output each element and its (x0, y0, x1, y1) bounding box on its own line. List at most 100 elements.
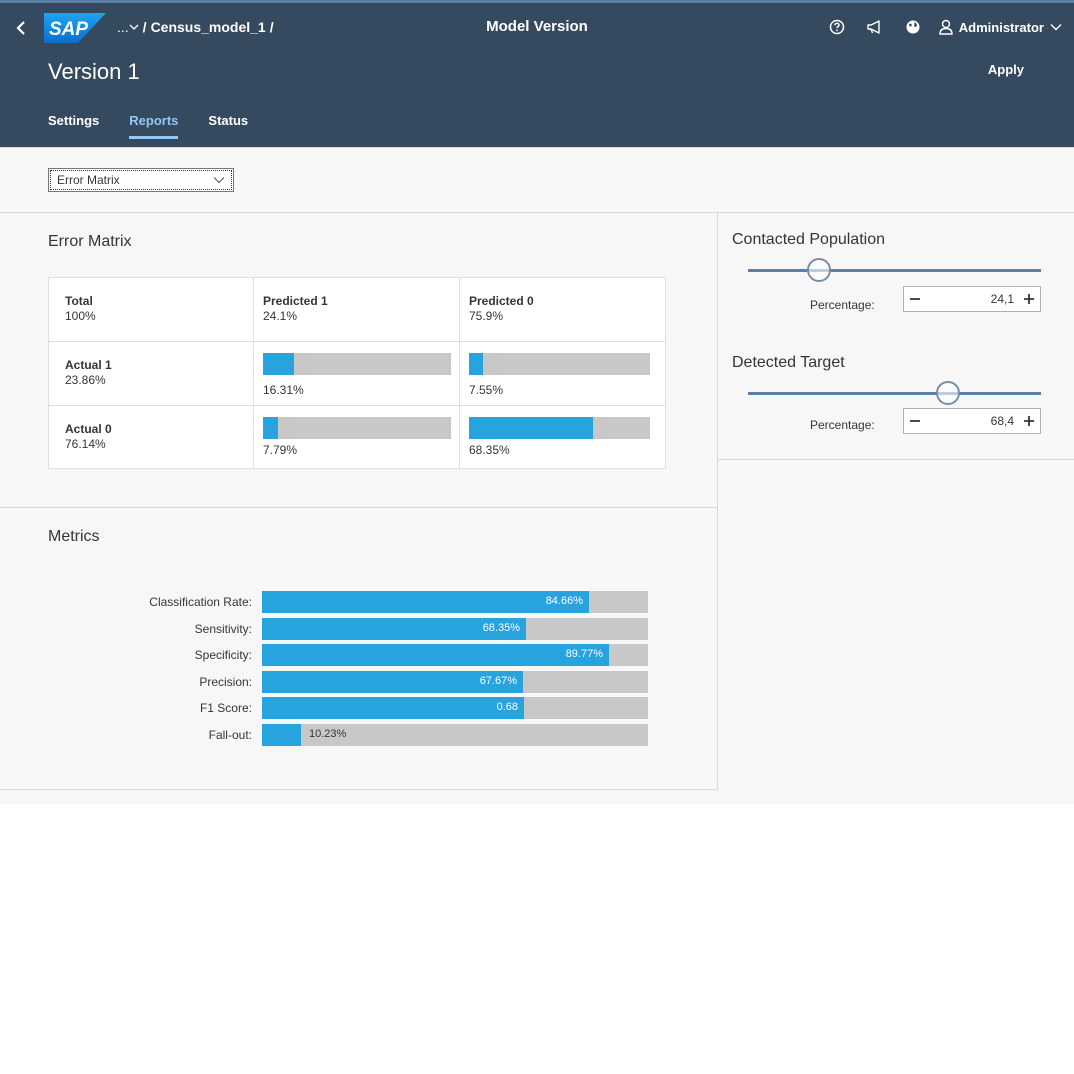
matrix-cell-a1p1: 16.31% (254, 342, 460, 406)
user-menu[interactable]: Administrator (939, 19, 1062, 35)
breadcrumb-separator: / (142, 19, 147, 35)
metric-value: 68.35% (482, 621, 520, 634)
actual-1-label: Actual 1 (65, 358, 112, 372)
predicted-0-value: 75.9% (469, 309, 504, 323)
error-matrix-panel: Error Matrix Total 100% Predicted 1 24.1% … (0, 212, 718, 508)
error-matrix-table: Total 100% Predicted 1 24.1% Predicted 0 75… (48, 277, 666, 469)
chevron-down-icon (129, 24, 139, 30)
metric-label: Specificity: (194, 648, 252, 662)
metric-value: 0.68 (496, 701, 518, 713)
metric-bar: 68.35% (262, 617, 648, 640)
contacted-percentage-stepper[interactable]: 24,1 (903, 286, 1041, 312)
back-chevron-icon (16, 21, 25, 35)
actual-1-value: 23.86% (65, 373, 106, 387)
detected-slider-handle[interactable] (936, 381, 961, 405)
minus-icon (910, 298, 920, 300)
page-title: Version 1 (48, 59, 140, 84)
globe-icon (906, 20, 920, 34)
contacted-percentage-label: Percentage: (810, 298, 875, 312)
metric-row: Precision: 67.67% (0, 670, 660, 693)
user-icon (939, 19, 953, 35)
metric-bar-fill (262, 591, 589, 613)
metric-value: 10.23% (309, 727, 347, 740)
matrix-value-a0p0: 68.35% (469, 443, 510, 457)
back-button[interactable] (10, 13, 32, 43)
globe-button[interactable] (901, 15, 925, 39)
contacted-increment-button[interactable] (1018, 287, 1040, 311)
metric-bar: 67.67% (262, 670, 648, 693)
minus-icon (910, 420, 920, 422)
metric-row: Fall-out: 10.23% (0, 723, 660, 746)
notifications-button[interactable] (863, 15, 887, 39)
error-matrix-title: Error Matrix (48, 233, 132, 250)
contacted-slider-handle[interactable] (806, 258, 831, 282)
user-name: Administrator (958, 19, 1044, 35)
breadcrumb-more-button[interactable]: ... (117, 19, 139, 35)
matrix-cell-a0p1: 7.79% (254, 406, 460, 468)
matrix-header-total: Total 100% (49, 278, 254, 342)
contacted-percentage-value[interactable]: 24,1 (990, 292, 1014, 306)
predicted-1-label: Predicted 1 (263, 294, 328, 308)
tab-bar: Settings Reports Status (48, 113, 248, 139)
matrix-bar-fill (469, 353, 483, 375)
help-button[interactable] (825, 15, 849, 39)
contacted-decrement-button[interactable] (904, 287, 926, 311)
metric-label: F1 Score: (199, 701, 252, 715)
metric-label: Sensitivity: (194, 621, 252, 636)
shell-bar: SAP ... / Census_model_1 / Model Version… (0, 0, 1074, 55)
metric-row: Classification Rate: 84.66% (0, 591, 660, 613)
metric-row: F1 Score: 0.68 (0, 697, 660, 719)
matrix-bar-fill (469, 417, 593, 439)
matrix-bar-a1p1 (263, 353, 451, 375)
matrix-value-a1p1: 16.31% (263, 383, 304, 397)
matrix-row-actual-0: Actual 0 76.14% (49, 406, 254, 468)
report-select[interactable]: Error Matrix (48, 168, 234, 192)
matrix-bar-a0p0 (469, 417, 650, 439)
metric-bar-fill (262, 697, 524, 719)
metric-label: Classification Rate: (149, 595, 252, 609)
tab-settings[interactable]: Settings (48, 113, 100, 128)
detected-slider-track[interactable] (748, 392, 1041, 395)
matrix-cell-a1p0: 7.55% (460, 342, 666, 406)
sap-logo[interactable]: SAP (44, 13, 106, 43)
metric-bar-fill (262, 670, 523, 693)
content-area: Error Matrix Error Matrix Total 100% Pred… (0, 148, 1074, 804)
metric-bar: 10.23% (262, 723, 648, 746)
breadcrumb-census-model[interactable]: Census_model_1 (150, 19, 266, 35)
object-header: Version 1 Apply Settings Reports Status (0, 55, 1074, 148)
report-select-value: Error Matrix (57, 173, 120, 187)
detected-percentage-value[interactable]: 68,4 (990, 414, 1014, 428)
contacted-population-title: Contacted Population (732, 231, 885, 248)
metric-value: 89.77% (565, 648, 603, 660)
matrix-header-predicted-0: Predicted 0 75.9% (460, 278, 666, 342)
shell-title: Model Version (486, 18, 588, 35)
actual-0-value: 76.14% (65, 437, 106, 451)
predicted-1-value: 24.1% (263, 309, 298, 323)
total-value: 100% (65, 309, 96, 323)
matrix-row-actual-1: Actual 1 23.86% (49, 342, 254, 406)
detected-percentage-stepper[interactable]: 68,4 (903, 408, 1041, 434)
logo-text: SAP (49, 19, 88, 40)
detected-decrement-button[interactable] (904, 409, 926, 433)
help-icon (829, 19, 845, 35)
metric-label: Fall-out: (208, 727, 252, 742)
detected-increment-button[interactable] (1018, 409, 1040, 433)
chevron-down-icon (213, 177, 225, 184)
matrix-bar-a0p1 (263, 417, 451, 439)
megaphone-icon (867, 20, 880, 34)
apply-button[interactable]: Apply (987, 62, 1024, 77)
metric-label: Precision: (199, 674, 252, 689)
matrix-value-a0p1: 7.79% (263, 443, 298, 457)
matrix-header-predicted-1: Predicted 1 24.1% (254, 278, 460, 342)
metric-bar-fill (262, 723, 301, 746)
tab-status[interactable]: Status (208, 113, 249, 128)
breadcrumb-separator: / (269, 19, 274, 35)
tab-reports[interactable]: Reports (129, 113, 179, 139)
metric-value: 67.67% (479, 674, 517, 687)
matrix-cell-a0p0: 68.35% (460, 406, 666, 468)
detected-target-title: Detected Target (732, 354, 845, 371)
matrix-bar-a1p0 (469, 353, 650, 375)
metric-bar: 0.68 (262, 697, 648, 719)
predicted-0-label: Predicted 0 (469, 294, 534, 308)
contacted-slider-track[interactable] (748, 269, 1041, 272)
